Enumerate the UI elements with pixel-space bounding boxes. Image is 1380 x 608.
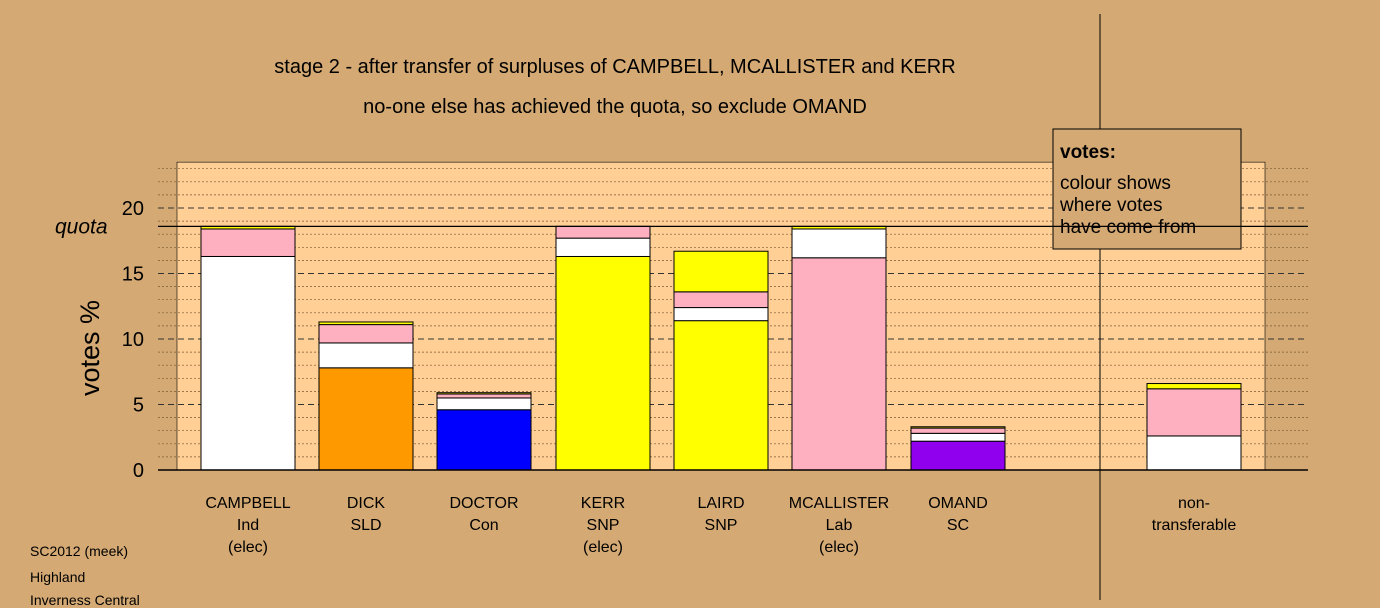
bar-segment-snp (1146, 383, 1242, 390)
legend-text: colour shows (1060, 173, 1171, 194)
x-tick-label: non- (1178, 495, 1210, 512)
bar-segment-snp (673, 320, 769, 471)
bar-segment-snp (436, 392, 532, 395)
footer-ward: Inverness Central (30, 592, 140, 608)
x-tick-label: (elec) (228, 539, 268, 556)
chart-title-line-2: no-one else has achieved the quota, so e… (363, 96, 867, 118)
x-tick-label: (elec) (583, 539, 623, 556)
bar-segment-ind (910, 432, 1006, 442)
x-tick-label: Lab (826, 517, 853, 534)
x-tick-label: MCALLISTER (789, 495, 889, 512)
bar-mcallister (791, 225, 887, 471)
legend-title: votes: (1060, 142, 1116, 163)
x-tick-label: SC (947, 517, 969, 534)
bar-campbell (200, 225, 296, 471)
x-tick-label: (elec) (819, 539, 859, 556)
bar-nontransferable (1146, 383, 1242, 471)
x-tick-label: SNP (705, 517, 738, 534)
y-tick-label: 10 (122, 329, 144, 351)
x-tick-label: SLD (350, 517, 381, 534)
bar-segment-ind (791, 228, 887, 259)
bar-segment-lab (200, 228, 296, 257)
bar-segment-ind (673, 307, 769, 322)
bar-laird (673, 250, 769, 471)
bar-segment-snp (555, 255, 651, 471)
bar-kerr (555, 225, 651, 471)
y-axis-label: votes % (75, 300, 105, 396)
bar-segment-lab (673, 291, 769, 309)
bar-segment-ind (555, 237, 651, 257)
bar-segment-ind (200, 255, 296, 471)
y-tick-label: 5 (133, 395, 144, 417)
bar-segment-snp (318, 321, 414, 326)
bar-segment-lab (555, 225, 651, 239)
quota-label: quota (55, 215, 108, 238)
x-tick-label: SNP (587, 517, 620, 534)
bar-segment-lab (318, 324, 414, 344)
bar-segment-ind (436, 397, 532, 411)
x-tick-label: DICK (347, 495, 386, 512)
bar-segment-snp (910, 426, 1006, 429)
bar-segment-lab (1146, 388, 1242, 437)
legend-text: where votes (1059, 195, 1162, 216)
bar-segment-con (436, 409, 532, 471)
x-tick-label: KERR (581, 495, 625, 512)
x-tick-label: CAMPBELL (205, 495, 290, 512)
bar-segment-lab (910, 427, 1006, 434)
bar-dick (318, 321, 414, 471)
bar-segment-ind (318, 342, 414, 369)
footer-region: Highland (30, 569, 86, 585)
legend-text: have come from (1060, 217, 1196, 238)
bar-segment-snp (673, 250, 769, 293)
bar-segment-sc (910, 440, 1006, 471)
chart-title-line-1: stage 2 - after transfer of surpluses of… (274, 56, 956, 78)
footer-election: SC2012 (meek) (30, 543, 129, 559)
y-tick-label: 15 (122, 264, 144, 286)
x-tick-label: DOCTOR (449, 495, 518, 512)
legend-box (1052, 128, 1242, 250)
bar-doctor (436, 392, 532, 471)
x-tick-label: Con (469, 517, 498, 534)
bar-segment-sld (318, 367, 414, 471)
y-tick-label: 0 (133, 460, 144, 482)
x-tick-label: Ind (237, 517, 259, 534)
bar-segment-ind (1146, 435, 1242, 471)
x-tick-label: transferable (1152, 517, 1237, 534)
y-tick-label: 20 (122, 198, 144, 220)
bar-omand (910, 426, 1006, 471)
x-tick-label: LAIRD (697, 495, 744, 512)
bar-segment-lab (436, 393, 532, 399)
x-tick-label: OMAND (928, 495, 988, 512)
bar-segment-lab (791, 257, 887, 471)
